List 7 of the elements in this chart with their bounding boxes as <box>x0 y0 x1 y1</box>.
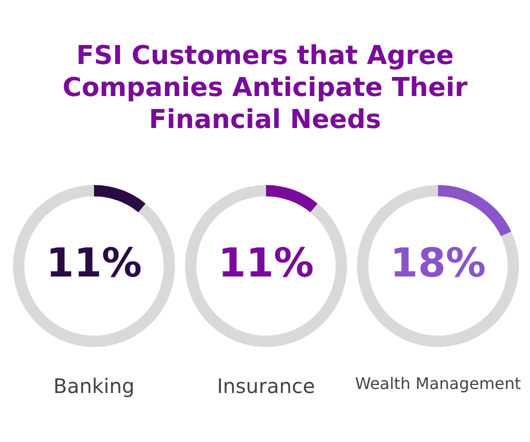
text: Wealth Management <box>354 374 522 393</box>
data-label: 11% <box>218 240 314 286</box>
data-label: 11% <box>46 240 142 286</box>
text: Banking <box>52 374 136 398</box>
text: FSI Customers that Agree Companies Anticipate Their Financial Needs <box>62 40 468 136</box>
text: Insurance <box>216 374 316 398</box>
data-label: 18% <box>390 240 486 286</box>
